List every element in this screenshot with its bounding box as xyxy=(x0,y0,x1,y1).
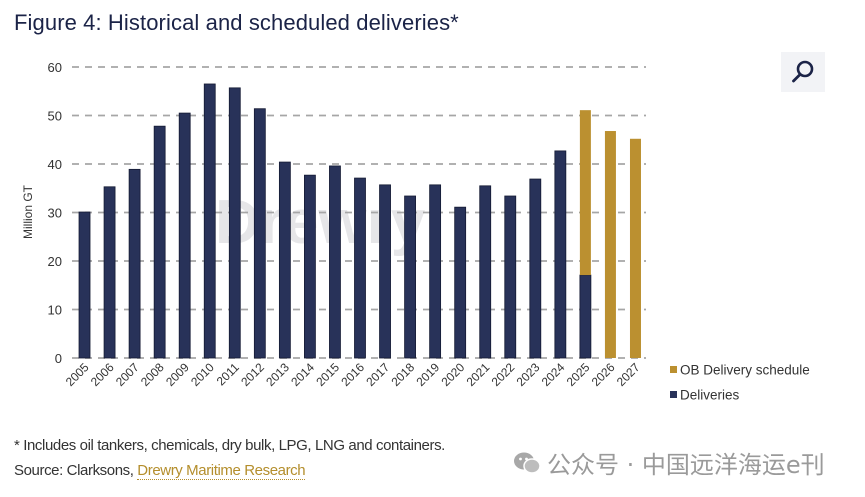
x-tick-2020: 2020 xyxy=(439,360,468,389)
y-tick-10: 10 xyxy=(48,303,62,318)
bar-deliveries-2021 xyxy=(479,185,492,359)
x-tick-2014: 2014 xyxy=(288,360,317,389)
x-tick-2022: 2022 xyxy=(489,360,518,389)
legend-swatch-ob xyxy=(670,366,677,373)
legend-swatch-deliveries xyxy=(670,391,677,398)
bar-ob-schedule-2025 xyxy=(579,110,591,276)
x-tick-2012: 2012 xyxy=(238,360,267,389)
bar-deliveries-2007 xyxy=(128,168,141,359)
figure-title: Figure 4: Historical and scheduled deliv… xyxy=(14,10,459,35)
bar-deliveries-2016 xyxy=(354,177,366,359)
x-tick-2018: 2018 xyxy=(388,360,417,389)
bar-deliveries-2022 xyxy=(504,195,517,359)
wechat-icon xyxy=(513,451,541,475)
bar-deliveries-2012 xyxy=(253,108,266,359)
y-tick-0: 0 xyxy=(55,351,62,366)
bar-deliveries-2005 xyxy=(78,211,91,359)
footnote: * Includes oil tankers, chemicals, dry b… xyxy=(14,437,445,454)
legend-label-deliveries: Deliveries xyxy=(680,388,740,403)
bar-deliveries-2018 xyxy=(404,195,416,359)
y-tick-50: 50 xyxy=(48,109,62,124)
x-tick-labels: 2005200620072008200920102011201220132014… xyxy=(63,360,643,389)
legend-label-ob: OB Delivery schedule xyxy=(680,363,810,378)
source-link[interactable]: Drewry Maritime Research xyxy=(137,462,306,480)
bar-deliveries-2019 xyxy=(429,184,442,359)
bar-deliveries-2024 xyxy=(554,150,567,359)
y-tick-40: 40 xyxy=(48,157,62,172)
bar-ob-schedule-2027 xyxy=(629,138,641,358)
y-tick-labels: 0 10 20 30 40 50 60 xyxy=(48,60,62,366)
x-tick-2006: 2006 xyxy=(88,360,117,389)
overlay-watermark-text: 公众号 · 中国远洋海运e刊 xyxy=(547,451,825,479)
bar-deliveries-2015 xyxy=(329,165,341,359)
x-tick-2015: 2015 xyxy=(313,360,342,389)
x-tick-2010: 2010 xyxy=(188,360,217,389)
x-tick-2019: 2019 xyxy=(413,360,442,389)
source-line: Source: Clarksons, Drewry Maritime Resea… xyxy=(14,462,306,480)
overlay-watermark: 公众号 · 中国远洋海运e刊 xyxy=(513,445,825,480)
legend-item-deliveries[interactable]: Deliveries xyxy=(670,388,740,403)
bar-deliveries-2010 xyxy=(203,83,216,359)
y-tick-60: 60 xyxy=(48,60,62,75)
source-prefix: Source: Clarksons, xyxy=(14,462,138,479)
bar-deliveries-2025 xyxy=(579,274,592,359)
x-tick-2016: 2016 xyxy=(338,360,367,389)
x-tick-2017: 2017 xyxy=(363,360,392,389)
bar-chart: Drewry 0 10 20 30 40 50 60 Million GT 20052006… xyxy=(21,60,810,403)
bar-deliveries-2023 xyxy=(529,178,542,359)
bars xyxy=(78,83,641,359)
y-tick-20: 20 xyxy=(48,254,62,269)
bar-deliveries-2009 xyxy=(178,112,191,359)
bar-deliveries-2013 xyxy=(278,161,291,359)
bar-deliveries-2017 xyxy=(379,184,391,359)
x-tick-2005: 2005 xyxy=(63,360,92,389)
x-tick-2013: 2013 xyxy=(263,360,292,389)
legend: OB Delivery schedule Deliveries xyxy=(670,363,810,403)
x-tick-2021: 2021 xyxy=(464,360,493,389)
bar-deliveries-2008 xyxy=(153,125,166,359)
bar-ob-schedule-2026 xyxy=(604,131,616,358)
bar-deliveries-2014 xyxy=(304,174,316,359)
search-icon xyxy=(792,60,814,83)
x-tick-2025: 2025 xyxy=(564,360,593,389)
x-tick-2009: 2009 xyxy=(163,360,192,389)
x-tick-2008: 2008 xyxy=(138,360,167,389)
x-tick-2011: 2011 xyxy=(214,360,242,388)
x-tick-2026: 2026 xyxy=(589,360,618,389)
bar-deliveries-2020 xyxy=(454,206,467,359)
x-tick-2007: 2007 xyxy=(113,360,142,389)
bar-deliveries-2011 xyxy=(228,87,241,359)
bar-deliveries-2006 xyxy=(103,186,116,359)
legend-item-ob[interactable]: OB Delivery schedule xyxy=(670,363,810,378)
x-tick-2027: 2027 xyxy=(614,360,643,389)
x-tick-2024: 2024 xyxy=(539,360,568,389)
x-tick-2023: 2023 xyxy=(514,360,543,389)
chart-watermark: Drewry xyxy=(215,188,426,257)
y-tick-30: 30 xyxy=(48,206,62,221)
y-axis-label: Million GT xyxy=(21,184,35,239)
zoom-button[interactable] xyxy=(781,52,825,92)
